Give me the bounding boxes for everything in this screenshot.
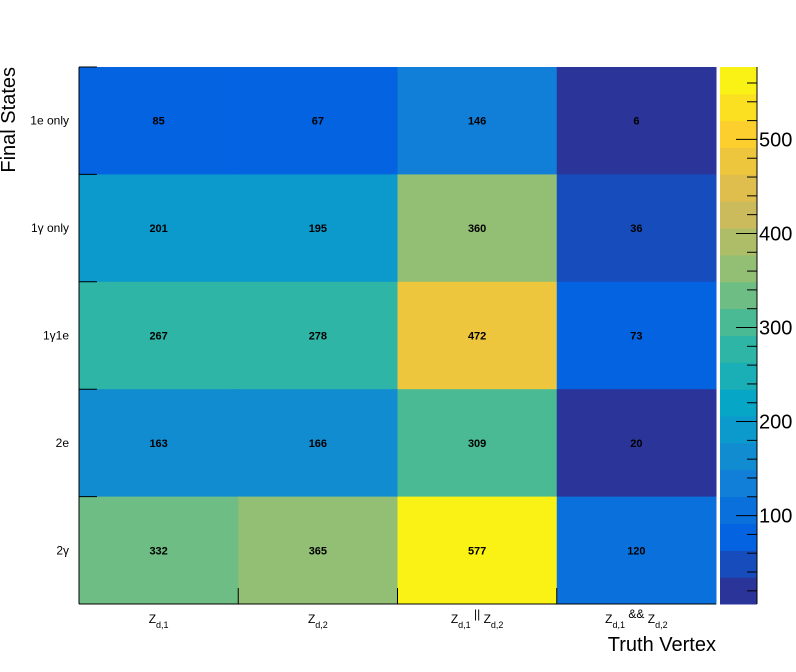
y-tick-label: 1γ1e <box>43 329 69 343</box>
cell-value-label: 577 <box>468 545 486 557</box>
heatmap-cell <box>397 174 558 283</box>
y-axis-title: Final States <box>0 67 20 173</box>
colorbar-band <box>720 67 757 95</box>
colorbar-tick-label: 300 <box>759 318 792 340</box>
heatmap-cell <box>556 281 717 390</box>
colorbar-band <box>720 174 757 202</box>
heatmap-cell <box>556 67 717 175</box>
heatmap-cell <box>556 496 717 605</box>
cell-value-label: 166 <box>309 438 327 450</box>
heatmap-cell <box>556 389 717 498</box>
x-axis-tick-labels: Zd,1 Zd,2 Zd,1 || Zd,2 Zd,1 && Zd,2 <box>149 607 668 630</box>
heatmap-cell <box>397 496 558 605</box>
y-axis-tick-labels: 1e only 1γ only 1γ1e 2e 2γ <box>30 114 69 558</box>
heatmap-cell <box>397 389 558 498</box>
colorbar-tick-label: 400 <box>759 223 792 245</box>
cell-value-label: 67 <box>312 116 324 128</box>
colorbar-band <box>720 416 757 444</box>
x-tick-label: Zd,1 <box>149 612 169 630</box>
heatmap-cell <box>238 496 398 605</box>
heatmap-cell <box>238 389 398 498</box>
y-tick-label: 2γ <box>56 543 69 557</box>
colorbar-band <box>720 523 757 551</box>
colorbar-band <box>720 496 757 524</box>
y-tick-label: 2e <box>56 436 70 450</box>
colorbar-tick-label: 100 <box>759 506 792 528</box>
colorbar-band <box>720 228 757 256</box>
y-tick-label: 1γ only <box>31 221 69 235</box>
cell-value-label: 36 <box>630 223 642 235</box>
cell-value-label: 360 <box>468 223 486 235</box>
colorbar-band <box>720 469 757 498</box>
heatmap-cell <box>79 67 239 175</box>
cell-value-label: 6 <box>633 116 639 128</box>
heatmap-cell <box>556 174 717 283</box>
heatmap-cell <box>79 174 239 283</box>
colorbar-tick-label: 500 <box>759 129 792 151</box>
colorbar-band <box>720 281 757 310</box>
cell-value-label: 267 <box>149 331 167 343</box>
color-scale-bar: 100 200 300 400 500 <box>720 67 792 605</box>
colorbar-band <box>720 335 757 363</box>
colorbar-band <box>720 93 757 122</box>
plot-frame <box>78 66 716 605</box>
colorbar-band <box>720 362 757 390</box>
cell-value-label: 332 <box>149 545 167 557</box>
cell-value-label: 73 <box>630 331 642 343</box>
cell-value-labels: 85 67 146 6 201 195 360 36 267 278 472 73 163 166 309 2… <box>149 116 645 558</box>
cell-value-label: 309 <box>468 438 486 450</box>
cell-value-label: 120 <box>627 545 645 557</box>
colorbar-band <box>720 550 757 578</box>
x-axis-title: Truth Vertex <box>608 634 716 656</box>
heatmap-cell <box>238 174 398 283</box>
cell-value-label: 163 <box>149 438 167 450</box>
heatmap-cells <box>79 67 717 605</box>
x-tick-label: Zd,1 || Zd,2 <box>451 607 504 630</box>
cell-value-label: 278 <box>309 331 327 343</box>
cell-value-label: 472 <box>468 331 486 343</box>
cell-value-label: 85 <box>153 116 165 128</box>
cell-value-label: 201 <box>149 223 167 235</box>
cell-value-label: 20 <box>630 438 642 450</box>
colorbar-band <box>720 308 757 336</box>
heatmap-cell <box>238 281 398 390</box>
heatmap-cell <box>79 496 239 605</box>
heatmap-cell <box>79 281 239 390</box>
x-tick-label: Zd,2 <box>308 612 328 630</box>
colorbar-tick-label: 200 <box>759 412 792 434</box>
y-tick-label: 1e only <box>30 114 69 128</box>
colorbar-band <box>720 120 757 149</box>
cell-value-label: 195 <box>309 223 327 235</box>
cell-value-label: 365 <box>309 545 327 557</box>
colorbar-band <box>720 147 757 175</box>
heatmap-cell <box>397 67 558 175</box>
colorbar-band <box>720 442 757 471</box>
colorbar-band <box>720 254 757 283</box>
x-tick-label: Zd,1 && Zd,2 <box>605 607 667 630</box>
heatmap-cell <box>238 67 398 175</box>
cell-value-label: 146 <box>468 116 486 128</box>
heatmap-cell <box>397 281 558 390</box>
heatmap-cell <box>79 389 239 498</box>
